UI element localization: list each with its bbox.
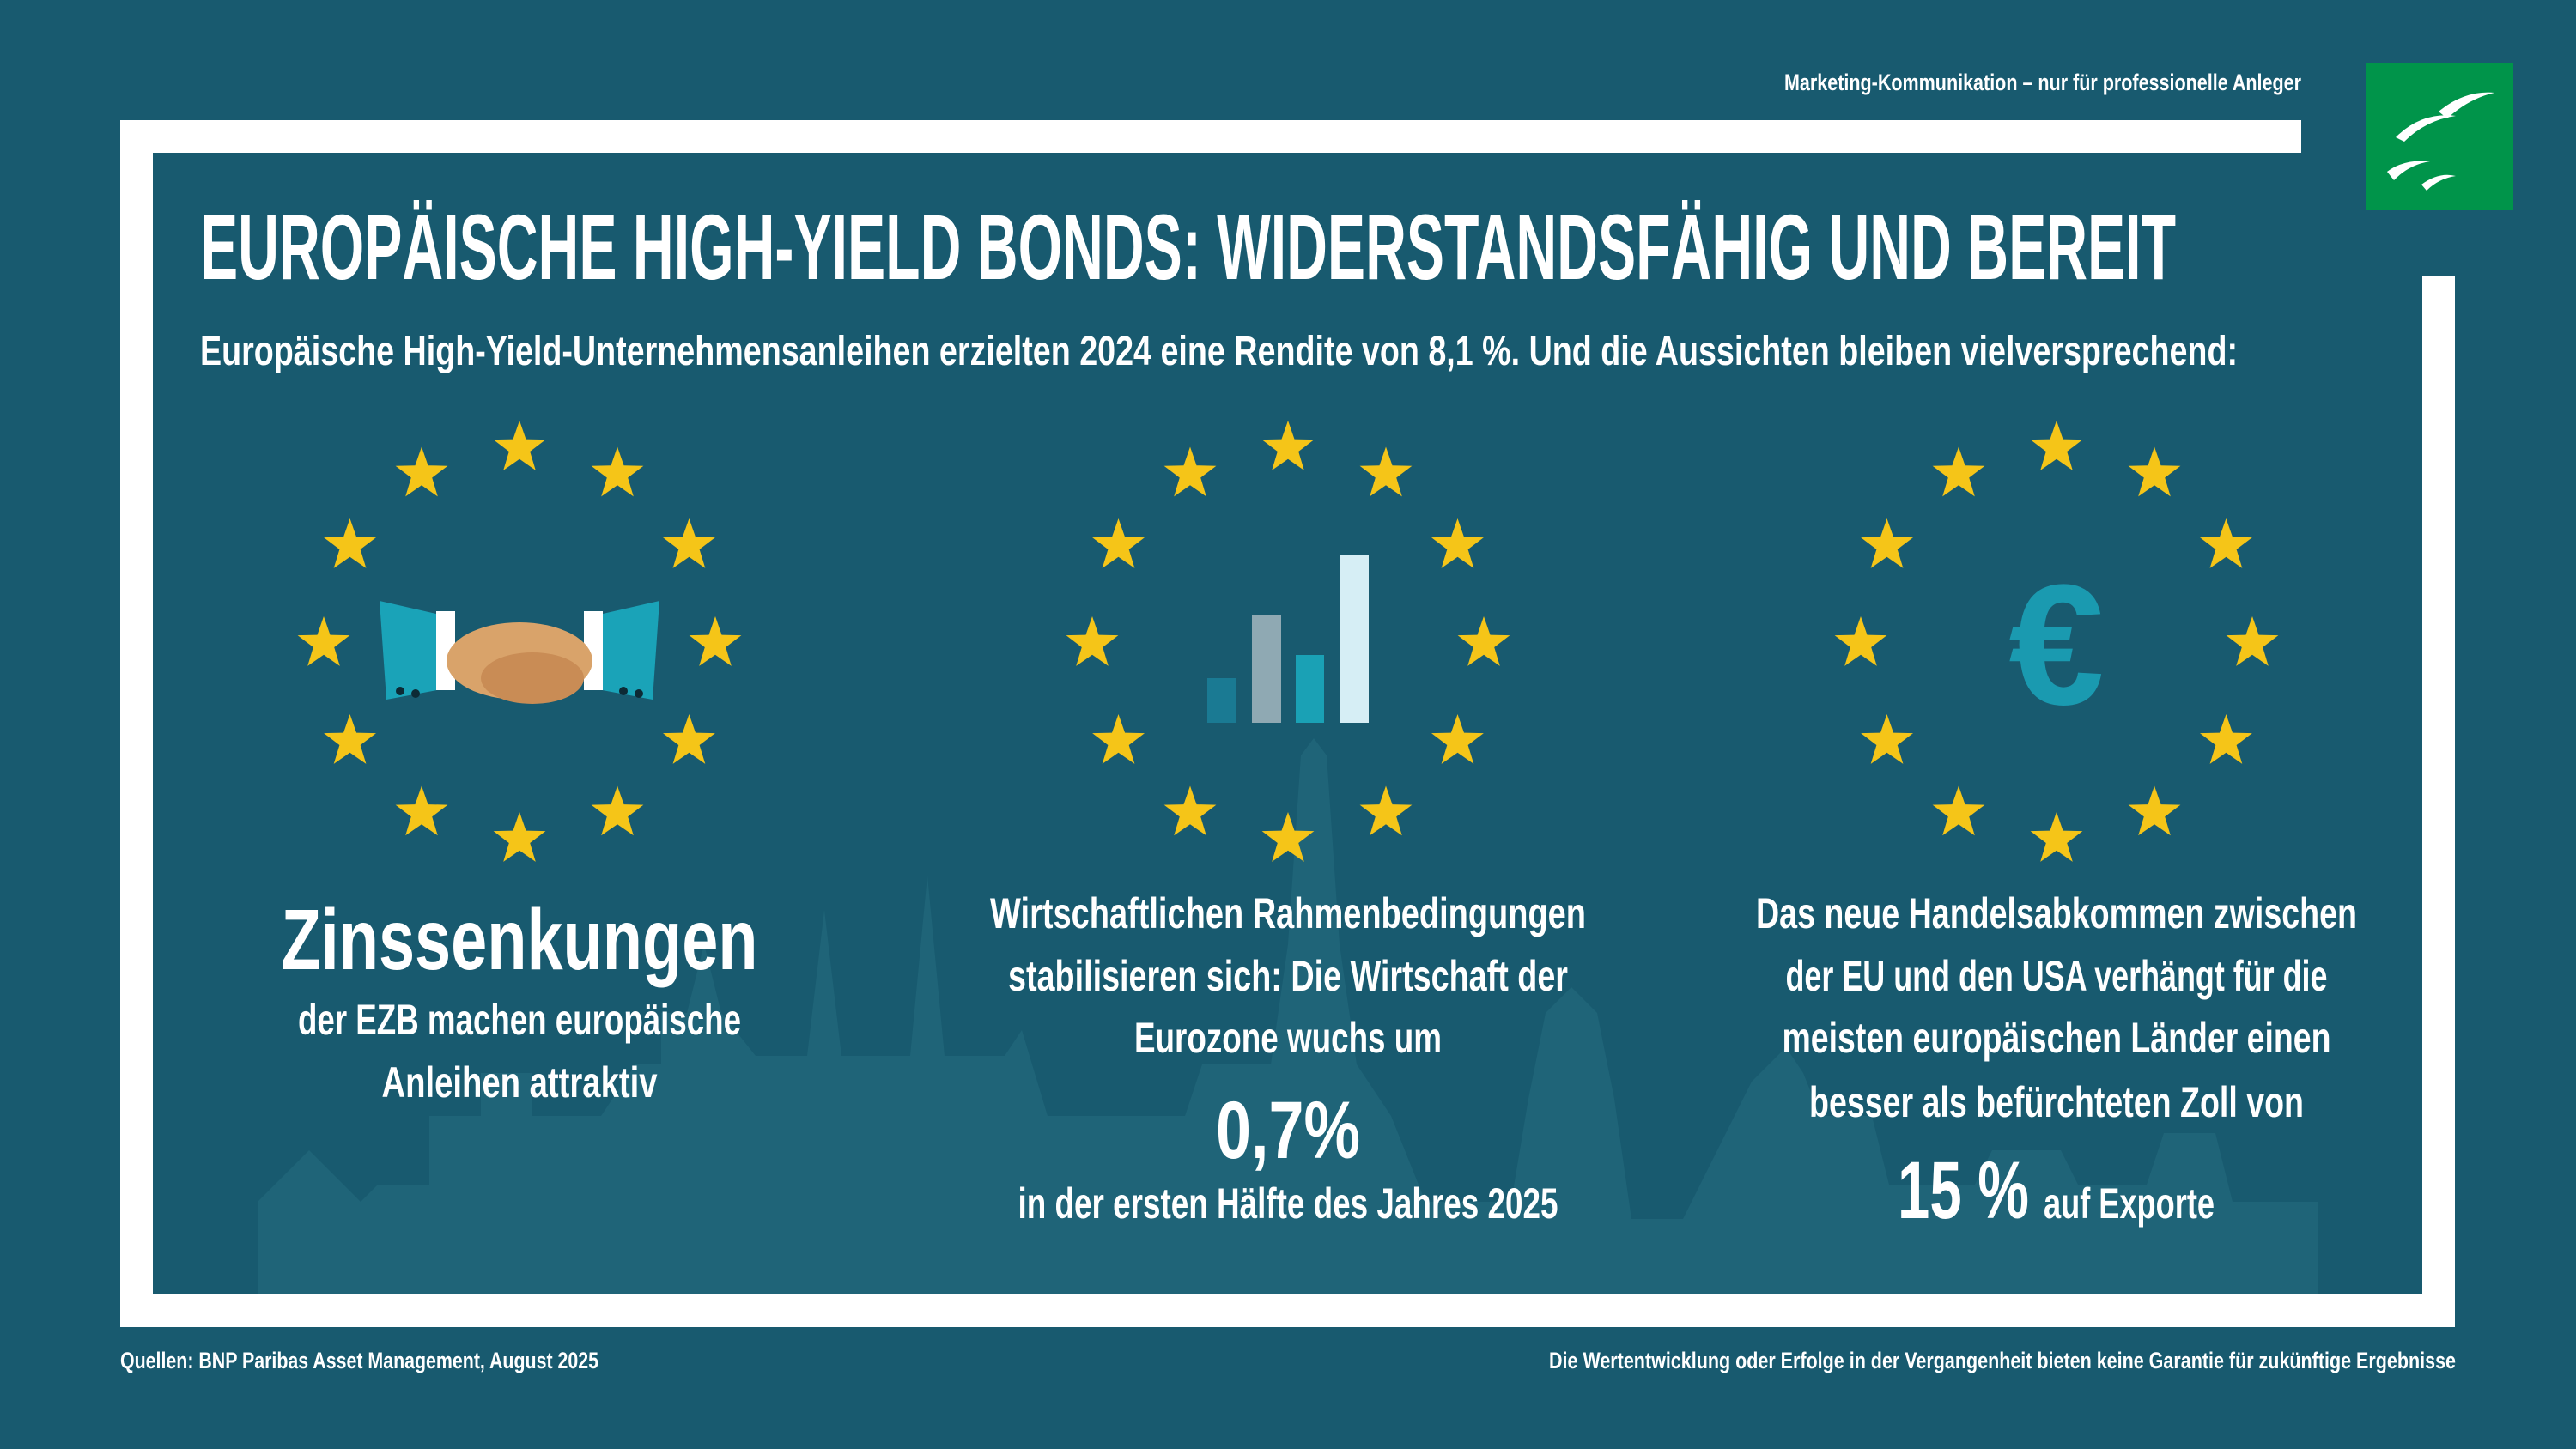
star: [1834, 616, 1887, 666]
bar-icon: [1207, 555, 1369, 723]
panel-text: der EZB machen europäische: [298, 996, 741, 1044]
star: [1431, 714, 1484, 764]
star: [2128, 446, 2181, 497]
panel-text: Wirtschaftlichen Rahmenbedingungen: [990, 889, 1586, 937]
star: [2030, 421, 2083, 470]
marketing-disclaimer: Marketing-Kommunikation – nur für profes…: [1784, 70, 2301, 95]
star: [1359, 785, 1413, 836]
panel-headline: Zinssenkungen: [282, 892, 758, 988]
star: [2200, 518, 2252, 568]
star: [1163, 446, 1217, 497]
star: [1457, 616, 1510, 666]
skyline: [258, 738, 2318, 1294]
star: [1932, 446, 1985, 497]
star: [1932, 785, 1985, 836]
star: [591, 785, 644, 836]
star: [689, 616, 742, 666]
panel-text: Anleihen attraktiv: [382, 1058, 658, 1106]
star: [2226, 616, 2279, 666]
star: [2030, 812, 2083, 862]
star: [591, 446, 644, 497]
star: [663, 714, 715, 764]
panel-text: meisten europäischen Länder einen: [1783, 1014, 2331, 1062]
panel-text: in der ersten Hälfte des Jahres 2025: [1018, 1179, 1558, 1228]
star: [1431, 518, 1484, 568]
subtitle: Europäische High-Yield-Unternehmensanlei…: [200, 329, 2238, 374]
star: [395, 446, 448, 497]
panel-figure: 0,7%: [1216, 1085, 1360, 1176]
star: [493, 421, 546, 470]
star: [1359, 446, 1413, 497]
panel-text: stabilisieren sich: Die Wirtschaft der: [1008, 952, 1568, 1000]
panel-text: der EU und den USA verhängt für die: [1786, 952, 2328, 1000]
star: [1163, 785, 1217, 836]
star: [2200, 714, 2252, 764]
panel-text: besser als befürchteten Zoll von: [1809, 1078, 2304, 1126]
panel-text: Eurozone wuchs um: [1134, 1014, 1442, 1062]
star: [395, 785, 448, 836]
star: [1861, 518, 1913, 568]
panel-text: Das neue Handelsabkommen zwischen: [1756, 889, 2357, 937]
star: [663, 518, 715, 568]
star: [1092, 518, 1145, 568]
star: [1261, 421, 1315, 470]
title: EUROPÄISCHE HIGH-YIELD BONDS: WIDERSTAND…: [200, 195, 2176, 299]
star: [1861, 714, 1913, 764]
star: [1092, 714, 1145, 764]
star: [2128, 785, 2181, 836]
euro-icon: €: [2008, 549, 2104, 741]
panel-text: auf Exporte: [2044, 1179, 2215, 1228]
star: [324, 518, 376, 568]
logo: [2366, 63, 2513, 210]
handshake-icon: [380, 601, 659, 704]
star: [324, 714, 376, 764]
star: [1066, 616, 1119, 666]
footer-source: Quellen: BNP Paribas Asset Management, A…: [120, 1348, 598, 1373]
frame: [120, 120, 2455, 1327]
star: [493, 812, 546, 862]
footer-disclaimer: Die Wertentwicklung oder Erfolge in der …: [1549, 1348, 2456, 1373]
panel-figure: 15 %: [1898, 1145, 2029, 1236]
star: [297, 616, 350, 666]
star: [1261, 812, 1315, 862]
